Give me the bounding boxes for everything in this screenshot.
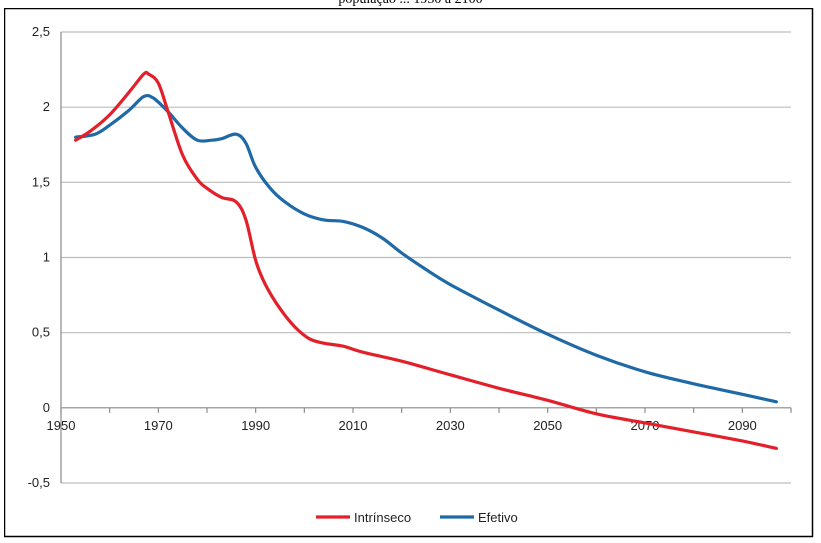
legend: Intrínseco Efetivo <box>316 510 518 525</box>
chart-frame: 2,5 2 1,5 1 0,5 0 -0,5 1950 1970 1990 2010 2030 205… <box>3 7 814 538</box>
series-line-intrinseco <box>74 70 778 450</box>
x-tick-label: 1970 <box>144 418 173 433</box>
y-tick-label: 0 <box>43 400 50 415</box>
page-title: população ... 1950 a 2100 <box>0 0 821 8</box>
y-tick-label: -0,5 <box>28 475 50 490</box>
y-tick-label: 1,5 <box>32 174 50 189</box>
x-tick-label: 1990 <box>241 418 270 433</box>
legend-label-intrinseco: Intrínseco <box>354 510 411 525</box>
chart-border <box>3 7 814 538</box>
series-lines <box>74 70 778 450</box>
gridlines <box>61 31 791 484</box>
y-tick-label: 2,5 <box>32 24 50 39</box>
y-tick-label: 2 <box>43 99 50 114</box>
x-tick-label: 2050 <box>533 418 562 433</box>
y-tick-label: 0,5 <box>32 325 50 340</box>
line-chart: 2,5 2 1,5 1 0,5 0 -0,5 1950 1970 1990 2010 2030 205… <box>3 7 814 538</box>
x-axis: 1950 1970 1990 2010 2030 2050 2070 2090 <box>47 407 792 433</box>
x-tick-label: 2090 <box>728 418 757 433</box>
x-tick-label: 2030 <box>436 418 465 433</box>
y-tick-label: 1 <box>43 250 50 265</box>
x-tick-label: 2010 <box>339 418 368 433</box>
series-line-efetivo <box>74 93 778 404</box>
legend-label-efetivo: Efetivo <box>478 510 518 525</box>
x-tick-label: 1950 <box>47 418 76 433</box>
